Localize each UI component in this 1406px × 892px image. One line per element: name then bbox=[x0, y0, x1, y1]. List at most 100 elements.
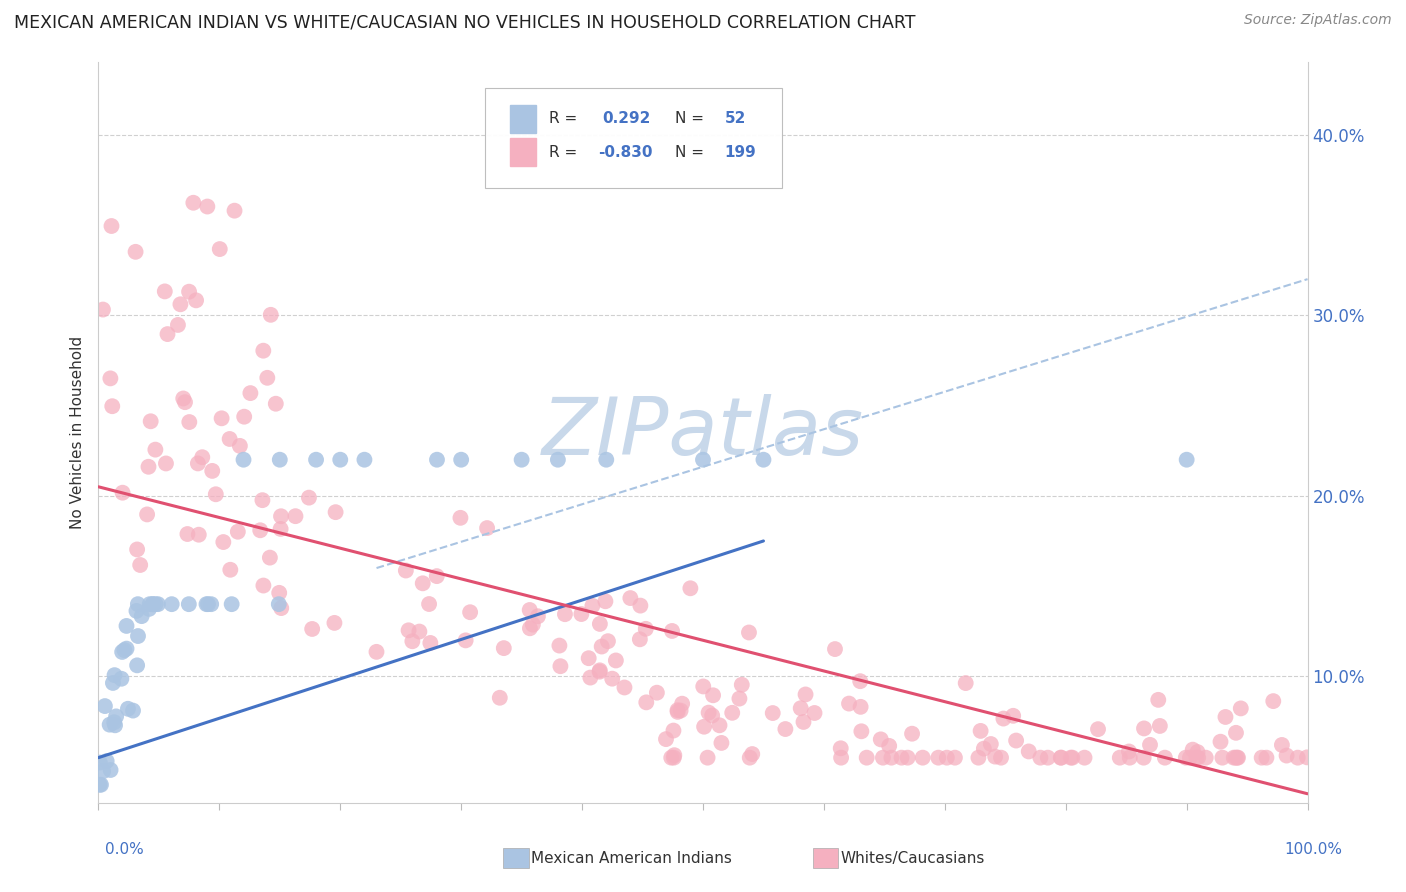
Point bbox=[588, 665, 610, 679]
Point bbox=[519, 621, 541, 635]
Point bbox=[426, 452, 449, 467]
Point bbox=[1154, 750, 1177, 764]
Point bbox=[249, 523, 271, 537]
Point bbox=[789, 701, 811, 715]
Point bbox=[1181, 742, 1204, 756]
Point bbox=[738, 625, 761, 640]
Point bbox=[127, 658, 149, 673]
Point bbox=[794, 688, 817, 702]
Point bbox=[880, 750, 903, 764]
Point bbox=[1119, 750, 1142, 764]
Point bbox=[233, 409, 256, 424]
Point bbox=[329, 452, 352, 467]
Point bbox=[90, 778, 112, 792]
Text: MEXICAN AMERICAN INDIAN VS WHITE/CAUCASIAN NO VEHICLES IN HOUSEHOLD CORRELATION : MEXICAN AMERICAN INDIAN VS WHITE/CAUCASI… bbox=[14, 13, 915, 31]
Point bbox=[131, 609, 153, 624]
Point bbox=[1175, 452, 1198, 467]
Point bbox=[792, 714, 814, 729]
Point bbox=[855, 750, 877, 764]
Point bbox=[155, 457, 177, 471]
Point bbox=[1018, 744, 1040, 758]
Point bbox=[267, 597, 290, 611]
Point bbox=[1178, 750, 1201, 764]
Point bbox=[124, 244, 146, 259]
Point bbox=[581, 599, 603, 613]
Point bbox=[613, 681, 636, 695]
Point bbox=[103, 668, 125, 682]
Point bbox=[112, 643, 135, 657]
Point bbox=[259, 550, 281, 565]
Point bbox=[721, 706, 744, 720]
Point bbox=[256, 371, 278, 385]
Point bbox=[1174, 750, 1197, 764]
Point bbox=[172, 392, 194, 406]
Point bbox=[111, 645, 134, 659]
Point bbox=[103, 715, 125, 730]
Point bbox=[239, 386, 262, 401]
Point bbox=[709, 718, 731, 732]
Point bbox=[591, 640, 613, 654]
Point bbox=[1187, 745, 1209, 759]
Point bbox=[195, 200, 218, 214]
Point bbox=[1108, 750, 1130, 764]
Point bbox=[454, 633, 477, 648]
Point bbox=[219, 563, 242, 577]
Point bbox=[984, 749, 1007, 764]
Point bbox=[775, 722, 797, 736]
Text: ZIPatlas: ZIPatlas bbox=[541, 393, 865, 472]
Point bbox=[579, 671, 602, 685]
Point bbox=[252, 493, 274, 508]
Point bbox=[270, 601, 292, 615]
Text: N =: N = bbox=[675, 112, 704, 126]
Point bbox=[1132, 750, 1154, 764]
Point bbox=[156, 327, 179, 342]
Point bbox=[803, 706, 825, 720]
Point bbox=[146, 597, 169, 611]
Point bbox=[1225, 750, 1247, 764]
Point bbox=[96, 754, 118, 768]
Point bbox=[993, 712, 1015, 726]
Point bbox=[1229, 701, 1251, 715]
Point bbox=[298, 491, 321, 505]
Point bbox=[1286, 750, 1309, 764]
Point bbox=[702, 708, 724, 723]
Point bbox=[138, 602, 160, 616]
Point bbox=[104, 718, 127, 732]
Point bbox=[731, 678, 754, 692]
Point bbox=[696, 750, 718, 764]
Point bbox=[578, 651, 600, 665]
Point bbox=[201, 464, 224, 478]
Point bbox=[284, 509, 307, 524]
Point bbox=[100, 371, 122, 385]
Point bbox=[232, 452, 254, 467]
Point bbox=[169, 297, 191, 311]
Point bbox=[224, 203, 246, 218]
Point bbox=[636, 695, 658, 709]
Point bbox=[401, 634, 423, 648]
Point bbox=[269, 452, 291, 467]
Point bbox=[1226, 750, 1249, 764]
Point bbox=[211, 411, 233, 425]
Point bbox=[305, 452, 328, 467]
Point bbox=[252, 343, 274, 358]
Point bbox=[527, 609, 550, 624]
Point bbox=[1133, 722, 1156, 736]
Point bbox=[990, 750, 1012, 764]
Point bbox=[419, 636, 441, 650]
Point bbox=[179, 415, 201, 429]
Point bbox=[849, 699, 872, 714]
Point bbox=[897, 750, 920, 764]
Point bbox=[301, 622, 323, 636]
Point bbox=[177, 285, 200, 299]
Text: R =: R = bbox=[550, 145, 578, 160]
Point bbox=[1062, 750, 1084, 764]
Point bbox=[1187, 750, 1209, 764]
Point bbox=[115, 641, 138, 656]
Point bbox=[418, 597, 440, 611]
Point bbox=[153, 285, 176, 299]
Point bbox=[1036, 750, 1059, 764]
Point bbox=[125, 604, 148, 618]
Point bbox=[655, 732, 678, 747]
Point bbox=[141, 597, 163, 611]
Point bbox=[967, 750, 990, 764]
